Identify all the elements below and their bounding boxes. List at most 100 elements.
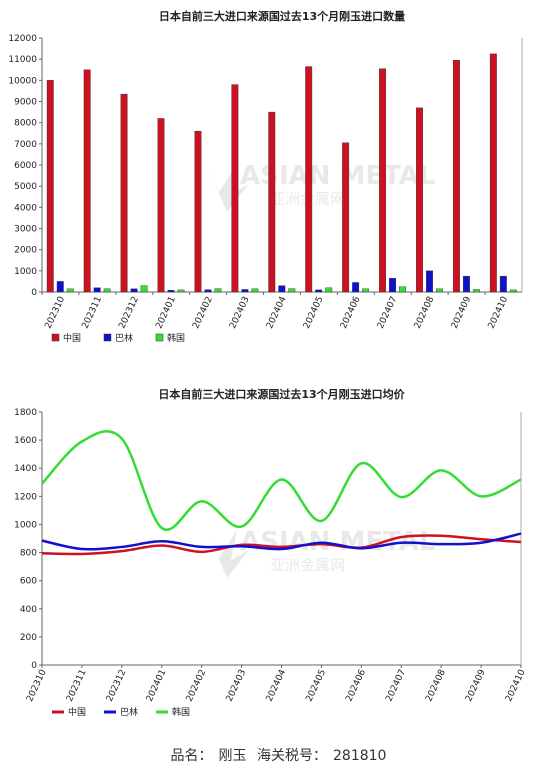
watermark-text-cn: 亚洲金属网 bbox=[270, 556, 345, 574]
x-tick-label: 202410 bbox=[487, 295, 511, 331]
x-tick-label: 202404 bbox=[265, 295, 289, 331]
bar bbox=[489, 53, 497, 293]
bar bbox=[83, 69, 91, 293]
chart-title: 日本自前三大进口来源国过去13个月刚玉进口均价 bbox=[158, 387, 405, 401]
x-tick-label: 202311 bbox=[81, 295, 105, 330]
watermark-star-icon bbox=[205, 160, 249, 212]
legend-swatch bbox=[51, 333, 60, 342]
x-tick-label: 202401 bbox=[145, 668, 169, 703]
legend-label: 中国 bbox=[63, 332, 81, 344]
legend-label: 巴林 bbox=[115, 332, 133, 344]
bar bbox=[499, 275, 507, 293]
x-tick-label: 202311 bbox=[65, 668, 89, 703]
bar bbox=[278, 285, 286, 293]
y-tick-label: 3000 bbox=[14, 225, 37, 235]
y-tick-label: 1000 bbox=[14, 267, 37, 277]
bar bbox=[426, 270, 433, 293]
legend-label: 巴林 bbox=[120, 706, 138, 718]
legend-label: 韩国 bbox=[167, 332, 185, 344]
x-tick-label: 202312 bbox=[117, 295, 141, 330]
x-tick-label: 202409 bbox=[450, 295, 474, 331]
y-tick-label: 10000 bbox=[8, 76, 37, 86]
x-tick-label: 202310 bbox=[44, 295, 68, 331]
y-tick-label: 0 bbox=[31, 661, 37, 671]
y-tick-label: 1400 bbox=[14, 464, 37, 474]
series-line bbox=[41, 430, 522, 532]
bar bbox=[214, 288, 222, 293]
chart-title: 日本自前三大进口来源国过去13个月刚玉进口数量 bbox=[159, 9, 405, 23]
quantity-bar-chart: 日本自前三大进口来源国过去13个月刚玉进口数量 0 1000 2000 3000 4000… bbox=[0, 0, 557, 350]
bar bbox=[140, 285, 148, 293]
y-tick-label: 1800 bbox=[14, 408, 37, 418]
customs-code-label: 海关税号： bbox=[257, 748, 327, 764]
y-tick-label: 400 bbox=[20, 605, 37, 615]
bar bbox=[305, 66, 313, 293]
x-tick-label: 202312 bbox=[105, 668, 129, 703]
x-tick-label: 202401 bbox=[154, 295, 178, 330]
watermark-star-icon bbox=[205, 526, 249, 578]
legend-label: 韩国 bbox=[172, 706, 190, 718]
legend-swatch bbox=[103, 333, 112, 342]
bar bbox=[472, 289, 480, 293]
bar bbox=[379, 68, 387, 293]
quantity-bar-chart-svg: 日本自前三大进口来源国过去13个月刚玉进口数量 0 1000 2000 3000 4000… bbox=[8, 9, 523, 344]
x-tick-label: 202403 bbox=[225, 668, 249, 703]
bar bbox=[325, 287, 333, 293]
bar bbox=[130, 288, 138, 293]
y-tick-label: 8000 bbox=[14, 119, 37, 129]
y-tick-label: 200 bbox=[20, 633, 37, 643]
x-tick-label: 202405 bbox=[305, 668, 329, 703]
x-tick-label: 202405 bbox=[302, 295, 326, 330]
price-line-chart-svg: 日本自前三大进口来源国过去13个月刚玉进口均价 0 200 400 600 800 1000… bbox=[14, 387, 528, 718]
bar bbox=[462, 275, 470, 293]
bar bbox=[389, 278, 397, 293]
bar bbox=[231, 84, 239, 293]
y-tick-label: 6000 bbox=[14, 161, 37, 171]
bar bbox=[103, 288, 111, 293]
x-tick-label: 202409 bbox=[464, 668, 488, 704]
bar bbox=[204, 289, 212, 293]
series-line bbox=[41, 532, 522, 551]
bar bbox=[315, 289, 323, 293]
bar bbox=[157, 118, 165, 293]
x-tick-label: 202407 bbox=[384, 668, 408, 703]
x-tick-label: 202406 bbox=[344, 668, 368, 704]
y-tick-label: 2000 bbox=[14, 246, 37, 256]
bar bbox=[436, 288, 443, 293]
bar bbox=[93, 287, 101, 293]
bar bbox=[399, 286, 407, 293]
y-tick-label: 7000 bbox=[14, 140, 37, 150]
bar bbox=[342, 142, 350, 293]
bar bbox=[268, 111, 276, 293]
y-tick-label: 9000 bbox=[14, 98, 37, 108]
y-tick-label: 5000 bbox=[14, 182, 37, 192]
bar bbox=[167, 290, 175, 293]
legend-swatch bbox=[155, 333, 164, 342]
legend-label: 中国 bbox=[68, 706, 86, 718]
x-tick-label: 202402 bbox=[185, 668, 209, 703]
x-tick-label: 202407 bbox=[376, 295, 400, 330]
x-tick-label: 202403 bbox=[228, 295, 252, 330]
x-tick-label: 202406 bbox=[339, 295, 363, 331]
bar bbox=[194, 130, 202, 293]
product-footer: 品名： 刚玉 海关税号： 281810 bbox=[0, 745, 557, 765]
y-tick-label: 12000 bbox=[8, 34, 37, 44]
bar bbox=[509, 289, 517, 293]
x-tick-label: 202408 bbox=[424, 668, 448, 704]
product-name-value: 刚玉 bbox=[218, 748, 247, 764]
y-tick-label: 600 bbox=[20, 577, 37, 587]
product-name-label: 品名： bbox=[170, 748, 213, 764]
price-line-chart: 日本自前三大进口来源国过去13个月刚玉进口均价 0 200 400 600 800 1000… bbox=[0, 378, 557, 733]
bar bbox=[452, 60, 460, 293]
x-tick-label: 202402 bbox=[191, 295, 215, 330]
y-tick-label: 1000 bbox=[14, 520, 37, 530]
x-tick-label: 202310 bbox=[25, 668, 49, 704]
y-tick-label: 1200 bbox=[14, 492, 37, 502]
bar bbox=[241, 289, 249, 293]
bar bbox=[251, 288, 259, 293]
y-tick-label: 0 bbox=[31, 288, 37, 298]
series-line bbox=[41, 534, 522, 556]
customs-code-value: 281810 bbox=[333, 748, 387, 764]
